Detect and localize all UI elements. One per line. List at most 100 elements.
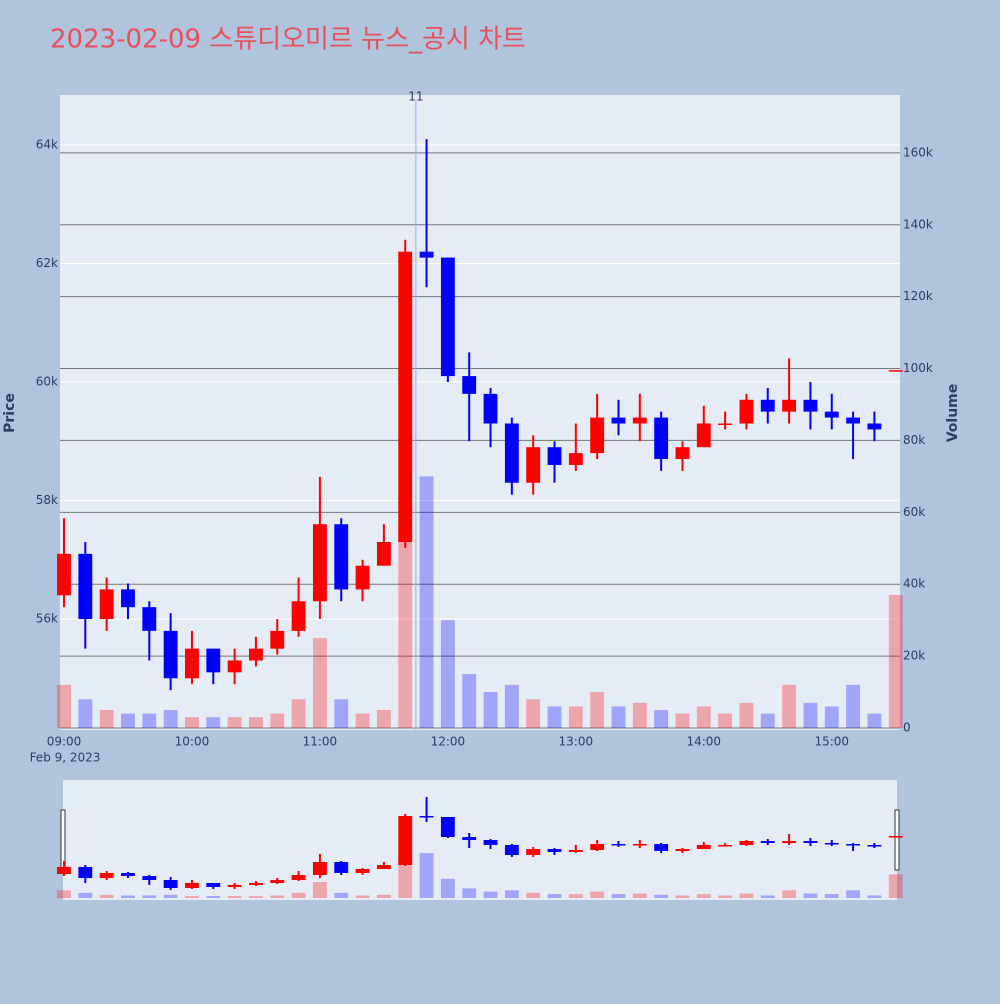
volume-bar: [270, 713, 285, 728]
candle-body: [78, 553, 93, 620]
y2-tick-label: 60k: [903, 505, 925, 519]
x-tick-label: 15:00: [814, 735, 849, 749]
volume-bar: [611, 706, 626, 728]
candle-body: [227, 660, 242, 673]
volume-bar: [590, 692, 605, 728]
volume-bar: [142, 713, 157, 728]
mini-volume-bar: [675, 895, 690, 898]
volume-bar: [824, 706, 839, 728]
volume-bar: [206, 717, 221, 728]
candle-body: [803, 399, 818, 412]
mini-volume-bar: [57, 890, 71, 898]
mini-candle-body: [568, 850, 583, 852]
mini-candle-body: [803, 841, 818, 843]
x-tick-label: 11:00: [303, 735, 338, 749]
mini-candle-body: [376, 865, 391, 869]
volume-bar: [483, 692, 498, 728]
mini-candle-body: [888, 836, 903, 838]
mini-candle-body: [57, 867, 71, 874]
mini-candle-body: [142, 876, 157, 880]
candle-body: [846, 417, 861, 424]
chart-title: 2023-02-09 스튜디오미르 뉴스_공시 차트: [50, 25, 526, 55]
mini-candle-body: [419, 816, 434, 818]
x-tick-label: 09:00: [47, 735, 82, 749]
candle-body: [312, 524, 327, 602]
candle-body: [206, 648, 221, 673]
mini-volume-bar: [824, 894, 839, 898]
mini-volume-bar: [227, 896, 242, 898]
y-tick-label: 56k: [36, 612, 58, 626]
candle-body: [355, 565, 370, 590]
mini-volume-bar: [142, 895, 157, 898]
mini-candle-body: [270, 880, 285, 883]
candle-body: [376, 541, 391, 566]
candle-body: [760, 399, 775, 412]
candle-body: [142, 607, 157, 631]
rangeslider-handle[interactable]: [894, 809, 900, 871]
mini-candle-body: [504, 845, 519, 855]
mini-candle-body: [590, 844, 605, 850]
mini-volume-bar: [334, 892, 349, 898]
mini-volume-bar: [440, 878, 455, 898]
mini-candle-body: [739, 841, 754, 845]
mini-candle-body: [760, 841, 775, 843]
candle-body: [185, 648, 199, 679]
y-tick-label: 62k: [36, 256, 58, 270]
mini-volume-bar: [355, 895, 370, 898]
mini-candle-body: [547, 849, 562, 852]
volume-bar: [185, 717, 199, 728]
candle-body: [547, 447, 562, 465]
candle-body: [398, 251, 413, 542]
mini-volume-bar: [462, 888, 477, 898]
mini-candle-body: [867, 845, 882, 847]
mini-volume-bar: [121, 895, 135, 898]
volume-bar: [440, 620, 455, 728]
volume-bar: [654, 710, 669, 728]
mini-candle-body: [185, 883, 199, 888]
mini-volume-bar: [376, 894, 391, 898]
mini-candle-body: [249, 883, 263, 885]
mini-candle-body: [654, 844, 669, 851]
mini-candle-body: [334, 862, 349, 873]
candle-body: [462, 376, 477, 394]
mini-volume-bar: [163, 894, 178, 898]
mini-candle-body: [355, 869, 370, 873]
candle-body: [291, 601, 306, 631]
mini-candle-body: [718, 845, 733, 847]
y2-axis-label: Volume: [945, 384, 961, 443]
mini-volume-bar: [249, 896, 263, 898]
candle-body: [718, 423, 733, 425]
mini-candle-body: [675, 849, 690, 851]
y-tick-label: 64k: [36, 138, 58, 152]
volume-bar: [121, 713, 135, 728]
mini-volume-bar: [398, 862, 413, 898]
candle-body: [483, 393, 498, 424]
candle-body: [249, 648, 263, 661]
volume-bar: [846, 684, 861, 728]
x-date-label: Feb 9, 2023: [30, 751, 101, 765]
rangeslider[interactable]: [63, 780, 897, 900]
volume-bar: [462, 674, 477, 728]
candle-body: [675, 447, 690, 460]
candle-body: [888, 370, 903, 372]
mini-volume-bar: [99, 894, 114, 898]
candle-body: [57, 553, 71, 596]
mini-candle-body: [611, 844, 626, 846]
y2-tick-label: 20k: [903, 649, 925, 663]
candle-body: [270, 630, 285, 649]
annotation-text: 11: [408, 90, 423, 104]
mini-volume-bar: [632, 893, 647, 898]
volume-bar: [739, 702, 754, 728]
mini-volume-bar: [312, 881, 327, 898]
mini-volume-bar: [547, 894, 562, 898]
volume-bar: [99, 710, 114, 728]
candle-body: [696, 423, 711, 448]
y2-tick-label: 0: [903, 720, 911, 734]
y2-tick-label: 40k: [903, 577, 925, 591]
y-tick-label: 58k: [36, 493, 58, 507]
mini-candle-body: [163, 880, 178, 888]
volume-bar: [504, 684, 519, 728]
volume-bar: [696, 706, 711, 728]
mini-candle-body: [462, 837, 477, 840]
candle-body: [739, 399, 754, 424]
